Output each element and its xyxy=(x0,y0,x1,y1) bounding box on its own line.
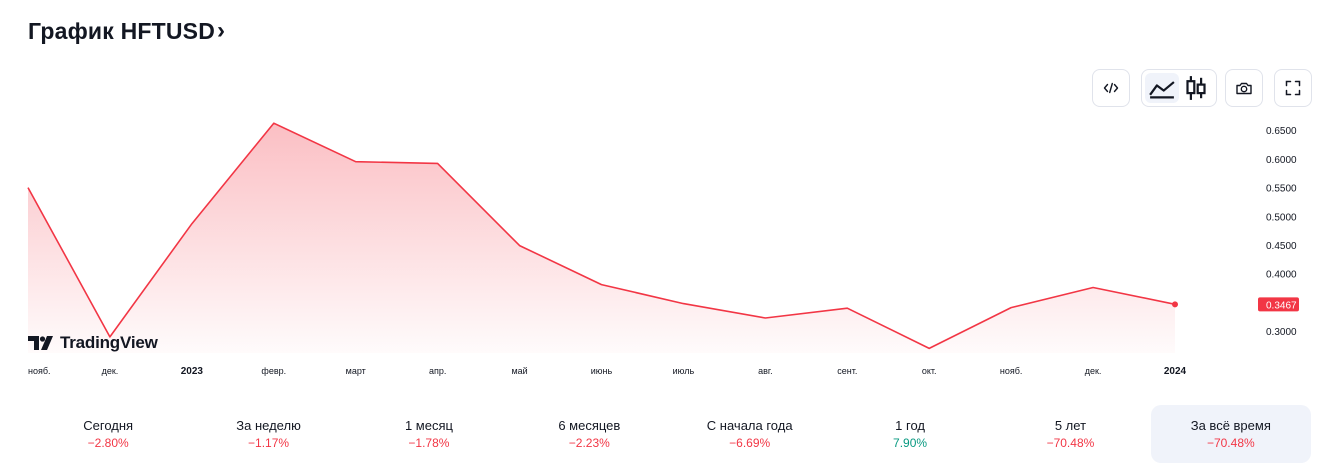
period-change: −6.69% xyxy=(729,435,771,450)
period-change: 7.90% xyxy=(893,435,928,450)
fullscreen-button[interactable] xyxy=(1274,69,1312,107)
page-title: График HFTUSD xyxy=(28,18,216,44)
period-label: 1 месяц xyxy=(404,417,453,433)
x-tick-label: окт. xyxy=(922,366,937,376)
x-tick-label: дек. xyxy=(1085,366,1102,376)
period-change: −70.48% xyxy=(1206,435,1255,450)
period-change: −2.23% xyxy=(568,435,610,450)
x-tick-label: май xyxy=(511,366,527,376)
price-area-fill xyxy=(28,123,1175,353)
period-all-time[interactable]: За всё время −70.48% xyxy=(1150,405,1311,463)
tradingview-logo-icon xyxy=(28,336,53,350)
tradingview-logo[interactable]: TradingView xyxy=(28,333,158,353)
tradingview-logo-text: TradingView xyxy=(60,333,158,352)
y-tick-label: 0.4500 xyxy=(1266,241,1297,252)
last-price-point xyxy=(1172,301,1178,308)
x-tick-label: авг. xyxy=(758,366,772,376)
period-change: −1.17% xyxy=(248,435,290,450)
y-tick-label: 0.5500 xyxy=(1266,184,1297,195)
x-tick-label: март xyxy=(346,366,366,376)
period-label: 5 лет xyxy=(1054,417,1087,433)
x-tick-label: июль xyxy=(673,366,695,376)
chart-title-link[interactable]: График HFTUSD › xyxy=(28,16,226,45)
area-chart-icon xyxy=(1149,81,1175,99)
period-label: 1 год xyxy=(895,417,925,433)
x-tick-label: 2024 xyxy=(1164,366,1187,377)
period-5-years[interactable]: 5 лет −70.48% xyxy=(990,405,1150,463)
camera-icon xyxy=(1236,82,1252,95)
price-line xyxy=(27,122,1176,350)
period-today[interactable]: Сегодня −2.80% xyxy=(28,405,188,463)
period-change: −70.48% xyxy=(1046,435,1095,450)
code-icon xyxy=(1103,82,1119,94)
period-change: −1.78% xyxy=(408,435,450,450)
performance-periods: Сегодня −2.80% За неделю −1.17% 1 месяц … xyxy=(28,405,1311,463)
period-label: За неделю xyxy=(236,417,301,433)
last-price-badge xyxy=(1258,297,1299,312)
fullscreen-icon xyxy=(1285,80,1301,96)
x-tick-label: нояб. xyxy=(1000,366,1023,376)
x-tick-label: сент. xyxy=(837,366,857,376)
x-tick-label: 2023 xyxy=(181,366,204,377)
embed-button[interactable] xyxy=(1092,69,1130,107)
last-price-label: 0.3467 xyxy=(1266,300,1297,311)
period-ytd[interactable]: С начала года −6.69% xyxy=(670,405,830,463)
area-style-button[interactable] xyxy=(1145,73,1179,103)
x-tick-label: февр. xyxy=(261,366,286,376)
y-tick-label: 0.4000 xyxy=(1266,270,1297,281)
y-tick-label: 0.6500 xyxy=(1266,126,1297,137)
period-label: За всё время xyxy=(1190,417,1271,433)
period-week[interactable]: За неделю −1.17% xyxy=(188,405,348,463)
x-tick-label: июнь xyxy=(591,366,613,376)
x-tick-label: апр. xyxy=(429,366,446,376)
period-label: С начала года xyxy=(706,417,793,433)
y-tick-label: 0.6000 xyxy=(1266,155,1297,166)
y-tick-label: 0.3000 xyxy=(1266,327,1297,338)
chart-style-toggle xyxy=(1141,69,1217,107)
x-tick-label: дек. xyxy=(102,366,119,376)
period-1-month[interactable]: 1 месяц −1.78% xyxy=(349,405,509,463)
snapshot-button[interactable] xyxy=(1225,69,1263,107)
period-change: −2.80% xyxy=(87,435,129,450)
candlestick-icon xyxy=(1186,76,1206,100)
period-label: 6 месяцев xyxy=(558,417,621,433)
y-tick-label: 0.5000 xyxy=(1266,212,1297,223)
period-6-months[interactable]: 6 месяцев −2.23% xyxy=(509,405,669,463)
x-tick-label: нояб. xyxy=(28,366,51,376)
price-chart[interactable]: 0.6500 0.6000 0.5500 0.5000 0.4500 0.4000 0.30… xyxy=(0,110,1335,385)
candles-style-button[interactable] xyxy=(1179,73,1213,103)
chevron-right-icon: › xyxy=(217,16,226,44)
period-label: Сегодня xyxy=(83,417,134,433)
period-1-year[interactable]: 1 год 7.90% xyxy=(830,405,990,463)
